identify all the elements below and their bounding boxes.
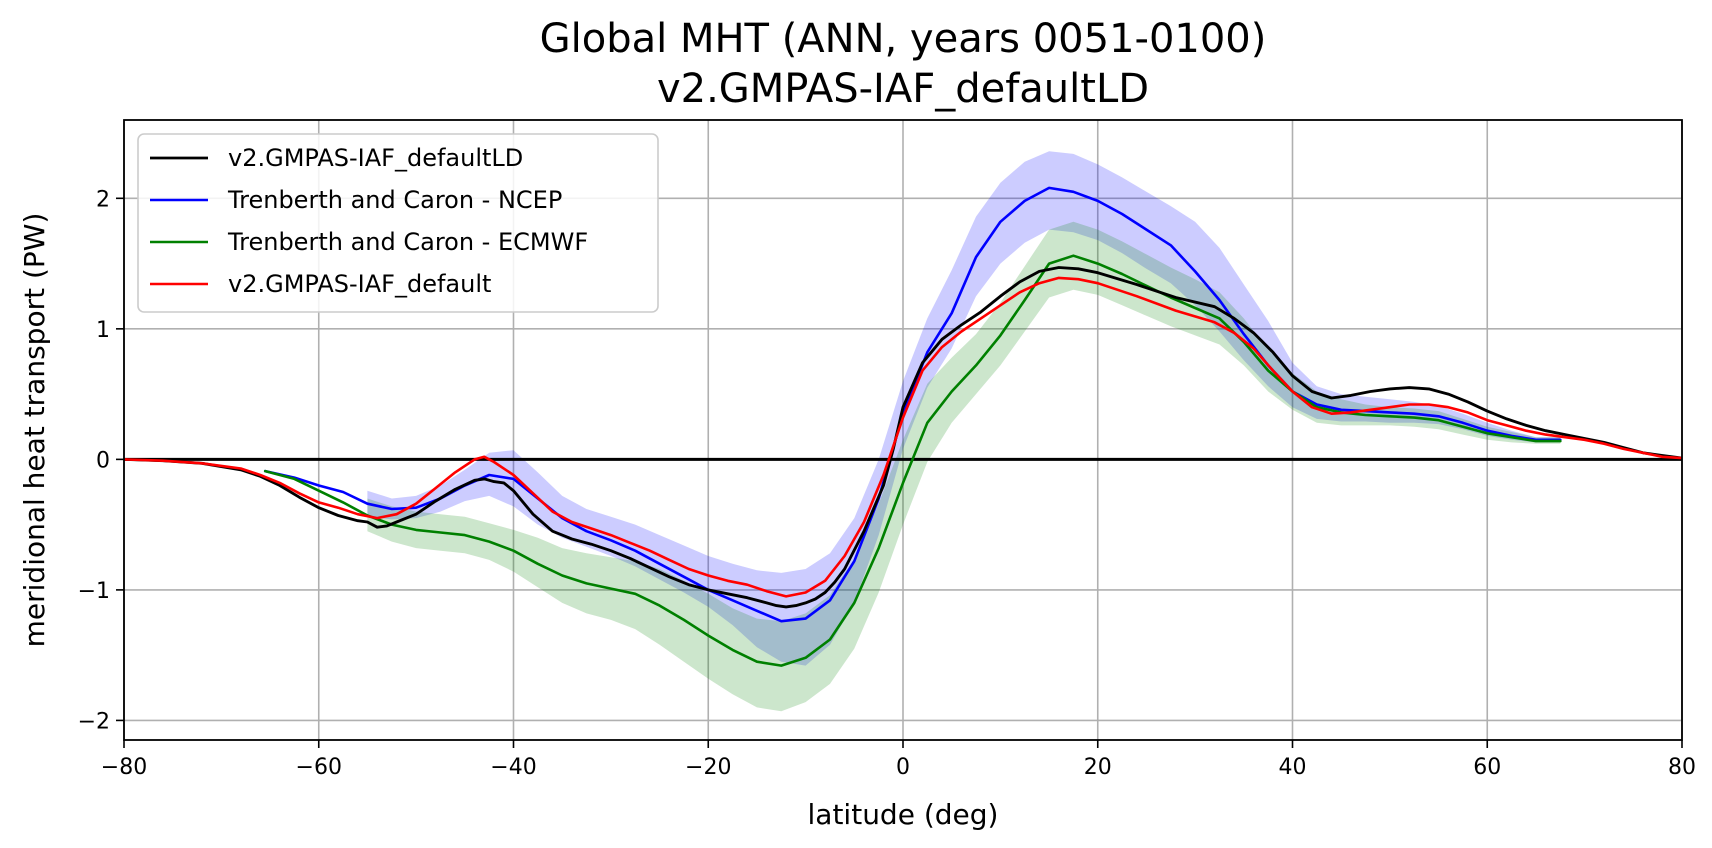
x-tick-label-3: −20 (685, 755, 731, 780)
x-tick-label-4: 0 (896, 755, 910, 780)
x-tick-label-6: 40 (1279, 755, 1307, 780)
legend-box (137, 133, 659, 313)
x-axis-label: latitude (deg) (808, 798, 999, 831)
legend-label-2: Trenberth and Caron - ECMWF (227, 228, 588, 256)
legend-label-0: v2.GMPAS-IAF_defaultLD (228, 144, 523, 172)
legend-label-3: v2.GMPAS-IAF_default (228, 270, 491, 298)
legend-label-1: Trenberth and Caron - NCEP (227, 186, 562, 214)
x-tick-label-8: 80 (1668, 755, 1696, 780)
x-tick-label-0: −80 (101, 755, 147, 780)
series-lines (124, 186, 1682, 667)
series-line-0 (124, 266, 1682, 609)
y-tick-label-1: −1 (78, 579, 110, 604)
x-tick-label-5: 20 (1084, 755, 1112, 780)
x-tick-label-1: −60 (296, 755, 342, 780)
y-tick-label-4: 2 (96, 187, 110, 212)
chart-subtitle: v2.GMPAS-IAF_defaultLD (657, 66, 1149, 112)
y-axis-label: meridional heat transport (PW) (18, 213, 51, 648)
axes: −80 −60 −40 −20 0 20 40 60 80 −2 −1 0 1 2 (78, 119, 1696, 780)
band-1 (367, 221, 1561, 712)
y-tick-label-0: −2 (78, 709, 110, 734)
y-tick-label-3: 1 (96, 318, 110, 343)
chart-title: Global MHT (ANN, years 0051-0100) (540, 16, 1267, 62)
x-tick-label-7: 60 (1473, 755, 1501, 780)
y-tick-label-2: 0 (96, 448, 110, 473)
x-tick-label-2: −40 (490, 755, 536, 780)
series-line-3 (124, 276, 1682, 598)
legend: v2.GMPAS-IAF_defaultLD Trenberth and Caro… (137, 133, 659, 313)
